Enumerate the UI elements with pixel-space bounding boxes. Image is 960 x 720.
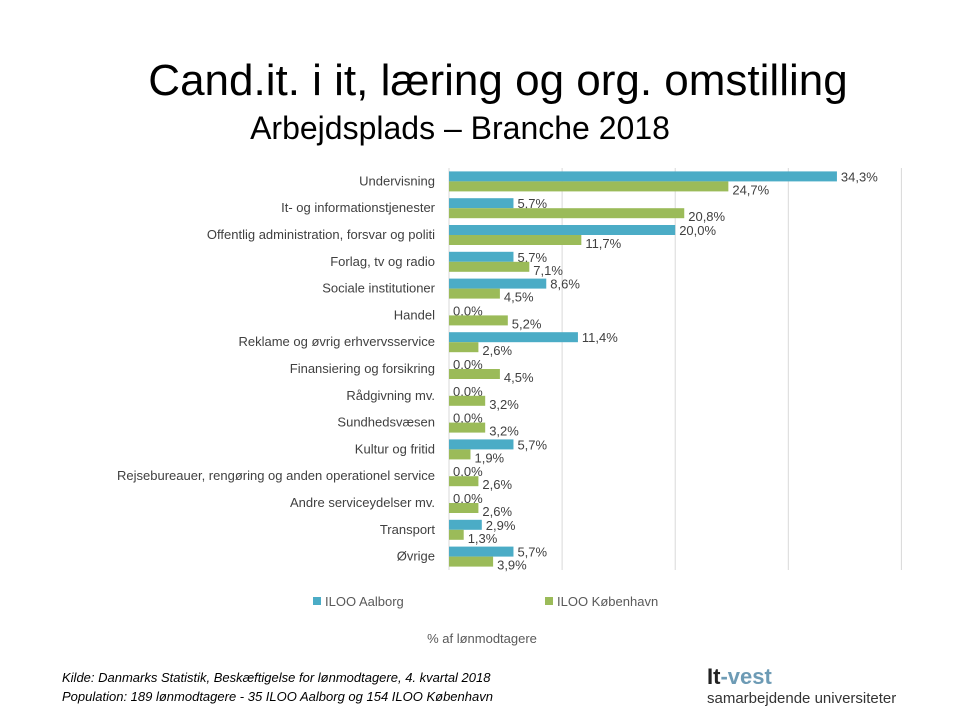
data-label: 34,3% — [841, 169, 878, 184]
legend-label: ILOO Aalborg — [325, 594, 404, 609]
source-note: Kilde: Danmarks Statistik, Beskæftigelse… — [62, 670, 491, 685]
bar-kobenhavn — [449, 369, 500, 379]
bar-kobenhavn — [449, 422, 486, 433]
bar-kobenhavn — [449, 342, 479, 353]
data-label: 0,0% — [453, 303, 483, 318]
data-label: 1,3% — [468, 531, 498, 546]
data-label: 3,9% — [497, 558, 527, 573]
data-label: 5,7% — [517, 437, 547, 452]
data-label: 0,0% — [453, 357, 483, 372]
data-label: 3,2% — [489, 424, 519, 439]
bar-kobenhavn — [449, 288, 500, 299]
category-label: Reklame og øvrig erhvervsservice — [238, 334, 435, 349]
data-label: 1,9% — [474, 450, 504, 465]
data-label: 8,6% — [550, 277, 580, 292]
bar-kobenhavn — [449, 395, 486, 406]
data-label: 11,4% — [582, 330, 618, 345]
slide-subtitle: Arbejdsplads – Branche 2018 — [250, 110, 670, 146]
category-label: Undervisning — [359, 173, 435, 188]
bar-aalborg — [449, 251, 514, 262]
data-label: 2,6% — [482, 504, 512, 519]
bar-aalborg — [449, 171, 837, 182]
bar-aalborg — [449, 225, 676, 235]
data-label: 5,7% — [517, 196, 547, 211]
category-label: Offentlig administration, forsvar og pol… — [207, 227, 435, 242]
data-label: 4,5% — [504, 370, 534, 385]
bar-kobenhavn — [449, 208, 685, 219]
data-label: 5,7% — [517, 545, 547, 560]
bar-kobenhavn — [449, 235, 582, 245]
category-label: Andre serviceydelser mv. — [290, 495, 435, 510]
legend-label: ILOO København — [557, 594, 658, 609]
bar-aalborg — [449, 439, 514, 450]
data-label: 20,8% — [688, 209, 725, 224]
category-label: Øvrige — [397, 549, 435, 564]
bar-kobenhavn — [449, 556, 494, 567]
data-label: 24,7% — [732, 182, 769, 197]
data-label: 7,1% — [533, 263, 563, 278]
legend-swatch — [313, 597, 321, 605]
slide-title: Cand.it. i it, læring og org. omstilling — [148, 56, 848, 105]
logo-tagline: samarbejdende universiteter — [707, 690, 897, 707]
data-label: 20,0% — [679, 223, 716, 238]
bar-kobenhavn — [449, 181, 729, 192]
data-label: 5,2% — [512, 316, 542, 331]
category-label: Handel — [394, 307, 435, 322]
category-label: It- og informationstjenester — [281, 200, 436, 215]
x-axis-title: % af lønmodtagere — [427, 631, 537, 646]
data-label: 2,9% — [486, 518, 516, 533]
data-label: 5,7% — [517, 250, 547, 265]
bar-kobenhavn — [449, 261, 530, 272]
category-label: Kultur og fritid — [355, 441, 435, 456]
bar-kobenhavn — [449, 503, 479, 513]
category-label: Sundhedsvæsen — [337, 415, 435, 430]
data-label: 2,6% — [482, 343, 512, 358]
data-label: 4,5% — [504, 290, 534, 305]
category-label: Sociale institutioner — [322, 281, 435, 296]
data-label: 0,0% — [453, 411, 483, 426]
category-label: Transport — [380, 522, 436, 537]
bar-aalborg — [449, 546, 514, 557]
logo: It-vest — [707, 664, 772, 689]
category-label: Finansiering og forsikring — [290, 361, 435, 376]
bar-aalborg — [449, 519, 482, 530]
category-label: Rådgivning mv. — [346, 388, 435, 403]
data-label: 3,2% — [489, 397, 519, 412]
bar-aalborg — [449, 198, 514, 209]
data-label: 11,7% — [585, 236, 621, 251]
legend-swatch — [545, 597, 553, 605]
data-label: 0,0% — [453, 491, 483, 506]
bar-kobenhavn — [449, 315, 508, 326]
population-note: Population: 189 lønmodtagere - 35 ILOO A… — [62, 689, 493, 704]
data-label: 0,0% — [453, 384, 483, 399]
bar-kobenhavn — [449, 476, 479, 487]
bar-aalborg — [449, 332, 578, 343]
category-label: Forlag, tv og radio — [330, 254, 435, 269]
data-label: 2,6% — [482, 477, 512, 492]
category-label: Rejsebureauer, rengøring og anden operat… — [117, 468, 435, 483]
bar-aalborg — [449, 278, 547, 289]
data-label: 0,0% — [453, 464, 483, 479]
bar-kobenhavn — [449, 529, 464, 540]
bar-kobenhavn — [449, 449, 471, 460]
